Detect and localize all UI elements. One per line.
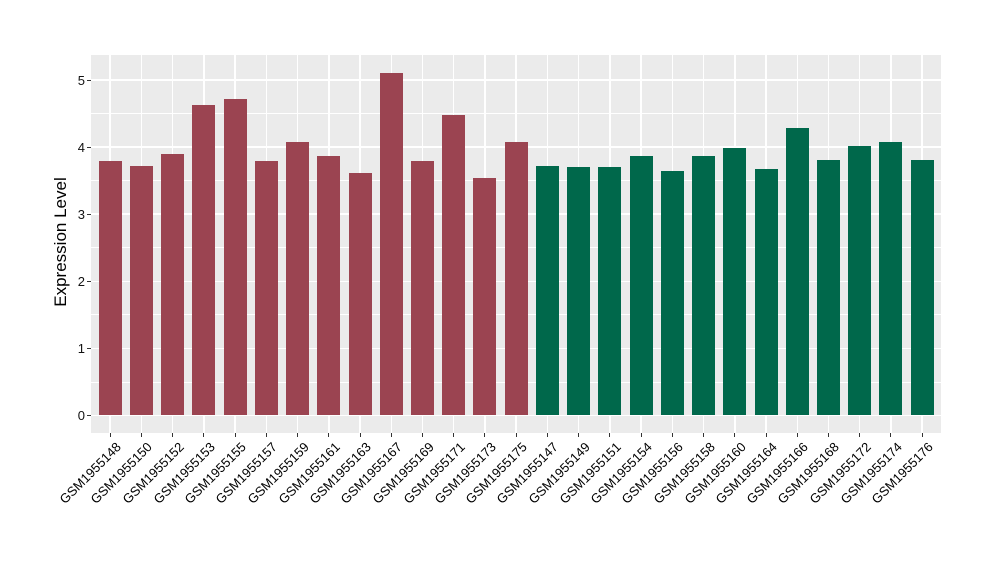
bar [348,172,372,416]
x-tick-mark [703,433,705,437]
bar [910,159,934,416]
y-tick-label: 1 [77,340,85,356]
y-tick-mark [87,146,91,148]
y-axis-title: Expression Level [51,177,70,307]
x-tick-mark [640,433,642,437]
bar [442,114,466,416]
y-tick-label: 4 [77,139,85,155]
bar [879,142,903,416]
y-tick-label: 5 [77,72,85,88]
bar [473,177,497,416]
x-tick-mark [140,433,142,437]
x-tick-mark [265,433,267,437]
y-tick-label: 0 [77,408,85,423]
bar [754,168,778,416]
bar [785,127,809,416]
y-tick-mark [87,280,91,282]
bar [192,105,216,416]
y-tick-label: 2 [77,273,85,289]
x-tick-mark [796,433,798,437]
bar [848,145,872,416]
y-tick-mark [87,79,91,81]
bar [317,156,341,416]
x-tick-mark [515,433,517,437]
x-tick-mark [890,433,892,437]
bar [254,160,278,416]
bar [660,170,684,416]
x-tick-mark [234,433,236,437]
bar [629,156,653,416]
y-tick-mark [87,347,91,349]
x-tick-mark [422,433,423,437]
bar [379,72,403,416]
x-tick-mark [578,433,580,437]
x-tick-mark [859,433,861,437]
x-tick-mark [765,433,767,437]
bar [98,161,122,416]
x-tick-mark [484,433,486,437]
x-tick-mark [671,433,673,437]
bar [286,142,310,416]
bar [504,141,528,416]
x-tick-mark [359,433,361,437]
x-tick-mark [453,433,455,437]
x-tick-mark [172,433,174,437]
bar [723,148,747,416]
x-tick-mark [921,433,923,437]
bar [567,167,591,416]
bar [223,99,247,416]
y-tick-label: 3 [77,206,85,222]
x-tick-mark [390,433,392,437]
y-tick-mark [87,213,91,215]
bar [816,159,840,416]
bar [129,165,153,416]
x-tick-mark [328,433,330,437]
x-tick-mark [609,433,611,437]
x-tick-mark [827,433,829,437]
x-tick-mark [734,433,736,437]
x-tick-mark [297,433,299,437]
bar [411,161,434,416]
y-tick-mark [87,415,91,416]
x-tick-mark [546,433,548,437]
bar [535,165,559,416]
bar [161,154,185,416]
x-tick-mark [109,433,111,437]
x-tick-mark [203,433,205,437]
bar [692,156,716,416]
bar [598,166,622,416]
